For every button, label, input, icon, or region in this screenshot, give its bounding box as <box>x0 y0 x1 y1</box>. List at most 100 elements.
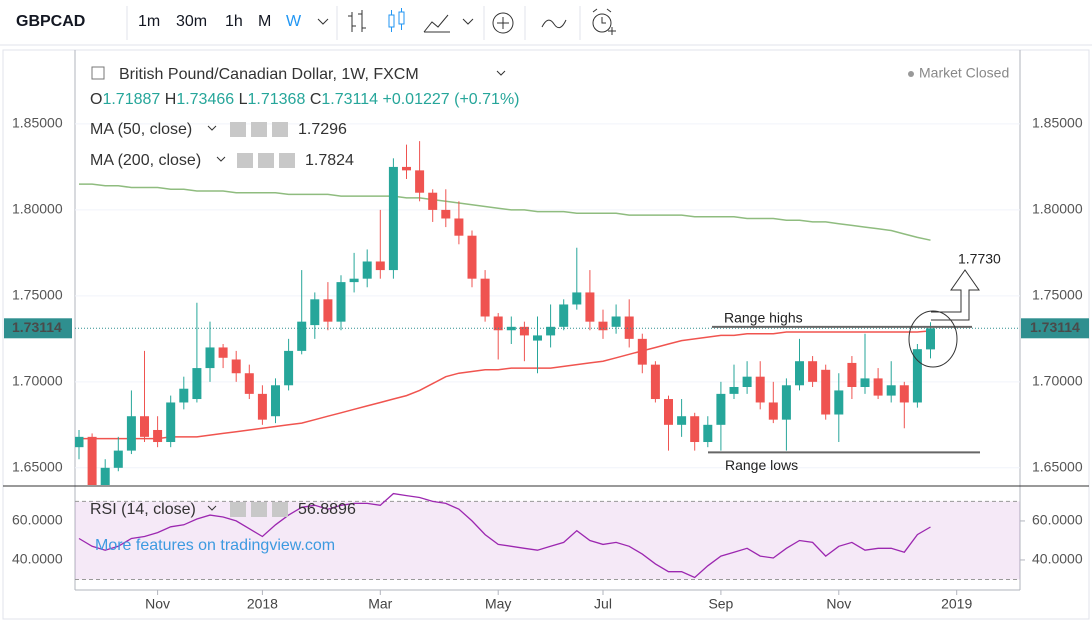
candle-body <box>795 361 804 386</box>
ma50-name: MA (50, close) <box>90 121 192 138</box>
candle-body <box>624 316 634 339</box>
y-tick-label: 1.65000 <box>12 459 63 475</box>
candle-body <box>362 261 372 279</box>
candle-body <box>454 218 464 236</box>
candle-body <box>415 170 425 193</box>
ma200-controls[interactable] <box>237 153 295 168</box>
candle-body <box>611 316 621 327</box>
watermark[interactable]: More features on tradingview.com <box>95 537 335 554</box>
area-style-icon[interactable] <box>423 14 450 33</box>
candle-body <box>847 362 857 387</box>
dropdown-icon[interactable] <box>207 505 217 511</box>
candle-body <box>559 304 569 327</box>
candle-body <box>821 369 831 415</box>
open-value: 1.71887 <box>102 91 160 108</box>
candle-body <box>257 393 267 420</box>
candle-body <box>375 261 385 271</box>
interval[interactable]: 1h <box>225 13 243 30</box>
candle-body <box>690 416 700 443</box>
change: +0.01227 <box>382 91 449 108</box>
alert-icon[interactable] <box>592 8 616 35</box>
candle-body <box>519 326 529 336</box>
candle-body <box>506 326 516 331</box>
candle-body <box>886 385 896 396</box>
candle-body <box>834 390 844 415</box>
candle-body <box>912 349 922 403</box>
candle-body <box>546 326 556 336</box>
dropdown-icon[interactable] <box>207 125 217 131</box>
x-tick-label: Mar <box>368 596 392 612</box>
y-tick-label: 1.75000 <box>1032 287 1083 303</box>
ma200-legend: MA (200, close) <box>90 152 201 169</box>
y-tick-label: 1.85000 <box>12 115 63 131</box>
candle-body <box>218 347 228 358</box>
dropdown-icon[interactable] <box>216 156 226 162</box>
last-price-label: 1.73114 <box>1030 319 1080 335</box>
close-value: 1.73114 <box>321 91 378 108</box>
chart-title: British Pound/Canadian Dollar, 1W, FXCM <box>119 66 419 83</box>
last-price-box <box>4 318 72 339</box>
y-tick-label: 1.70000 <box>1032 373 1083 389</box>
interval-active[interactable]: W <box>286 13 302 30</box>
interval[interactable]: M <box>258 13 271 30</box>
candle-body <box>899 385 909 403</box>
ma200-name: MA (200, close) <box>90 152 201 169</box>
candle-body <box>493 316 503 331</box>
collapse-icon[interactable] <box>91 66 105 80</box>
candle-body <box>860 378 870 387</box>
indicators-icon[interactable] <box>541 19 567 29</box>
rsi-name: RSI (14, close) <box>90 501 196 518</box>
y-tick-label: 1.80000 <box>12 201 63 217</box>
candle-body <box>231 359 241 374</box>
indicator-add-icon[interactable] <box>492 12 514 34</box>
candle-body <box>808 361 818 382</box>
candle-body <box>140 416 149 437</box>
candle-style-icon[interactable] <box>388 8 405 32</box>
candle-body <box>873 378 883 396</box>
symbol[interactable]: GBPCAD <box>16 13 85 30</box>
candle-body <box>244 373 254 394</box>
candle-body <box>703 424 713 443</box>
y-tick-label: 1.80000 <box>1032 201 1083 217</box>
price-pane <box>75 123 1020 485</box>
candle-body <box>781 385 791 420</box>
candle-body <box>650 364 660 400</box>
candle-body <box>284 350 294 386</box>
ma50-controls[interactable] <box>230 122 288 137</box>
candle-body <box>388 166 398 271</box>
dropdown-icon[interactable] <box>462 18 474 25</box>
y-tick-label: 1.85000 <box>1032 115 1083 131</box>
candle-body <box>349 278 359 283</box>
candle-body <box>323 299 333 322</box>
candle-body <box>664 399 673 425</box>
status-dot <box>908 71 914 77</box>
highlight-circle <box>908 310 958 368</box>
x-tick-label: 2018 <box>247 596 278 612</box>
ohlc-legend: O1.71887 H1.73466 L1.71368 C1.73114 +0.0… <box>90 91 520 108</box>
moving-average-line <box>79 330 931 440</box>
ma50-value: 1.7296 <box>298 121 347 138</box>
moving-average-line <box>79 183 931 241</box>
dropdown-icon[interactable] <box>496 70 506 76</box>
ma50-legend: MA (50, close) <box>90 121 192 138</box>
interval[interactable]: 1m <box>138 13 160 30</box>
x-tick-label: 2019 <box>941 596 972 612</box>
candle-body <box>598 321 608 331</box>
rsi-legend: RSI (14, close) <box>90 501 196 518</box>
candle-body <box>677 416 687 425</box>
candle-body <box>166 402 176 443</box>
candle-body <box>480 278 490 317</box>
candle-body <box>755 376 765 403</box>
title: British Pound/Canadian Dollar, 1W, FXCM <box>119 66 419 83</box>
ma200-value: 1.7824 <box>305 152 354 169</box>
x-tick-label: Nov <box>145 596 170 612</box>
x-tick-label: Sep <box>708 596 733 612</box>
rsi-controls[interactable] <box>230 502 288 517</box>
x-tick-label: Jul <box>594 596 612 612</box>
candle-body <box>729 386 739 394</box>
interval[interactable]: 30m <box>176 13 207 30</box>
candle-body <box>297 321 307 351</box>
dropdown-icon[interactable] <box>317 18 329 25</box>
bar-style-icon[interactable] <box>348 10 366 32</box>
candle-body <box>768 402 778 420</box>
